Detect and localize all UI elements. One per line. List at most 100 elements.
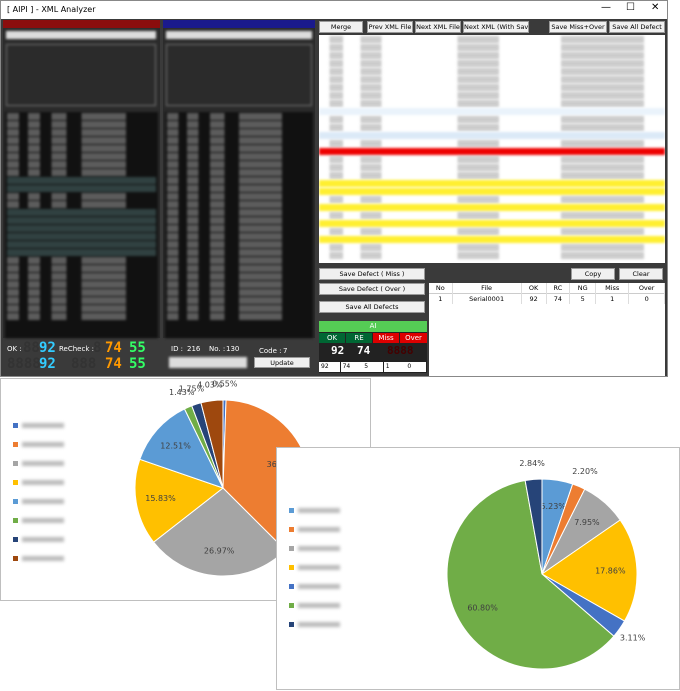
- cell: 74: [546, 293, 571, 304]
- legend-text-blurred: [298, 602, 340, 608]
- ai-re: RE: [346, 333, 372, 343]
- list-button[interactable]: Clear: [619, 268, 663, 280]
- defect-button[interactable]: Save Defect ( Over ): [319, 283, 425, 295]
- grid-row: [319, 116, 665, 123]
- grid-row: [167, 161, 311, 168]
- seg-dim: 88: [23, 340, 40, 356]
- info-box: [6, 44, 156, 106]
- ai-title: AI: [319, 321, 427, 332]
- legend-swatch: [13, 422, 18, 428]
- column-header: No: [429, 283, 453, 294]
- chart-card-2: 5.23% 2.20% 7.95% 17.86% 3.11% 60.80% 2.84%: [276, 447, 680, 690]
- legend-entry: [13, 478, 83, 486]
- legend-text-blurred: [298, 545, 340, 551]
- toolbar-button[interactable]: Merge: [319, 21, 363, 33]
- legend-entry: [289, 525, 359, 533]
- id-value: 216: [187, 345, 201, 353]
- close[interactable]: ✕: [651, 2, 660, 13]
- grid-row: [319, 76, 665, 83]
- grid-row: [319, 108, 665, 115]
- grid-row: [167, 273, 311, 280]
- summary-table: No File OK RC NG Miss Over 1 Serial0001 92 74 5 1 0: [429, 283, 665, 376]
- column-header: File: [452, 283, 522, 294]
- legend-swatch: [289, 526, 294, 532]
- list-button[interactable]: Copy: [571, 268, 615, 280]
- grid-row: [319, 172, 665, 179]
- grid-row: [319, 212, 665, 219]
- legend-text-blurred: [22, 460, 64, 466]
- column-header: OK: [521, 283, 547, 294]
- pie-slice: [541, 519, 638, 622]
- legend-text-blurred: [22, 555, 64, 561]
- data-label: 2.20%: [572, 467, 598, 476]
- grid-row: [319, 100, 665, 107]
- cell: 92: [521, 293, 547, 304]
- grid-row: [167, 177, 311, 184]
- grid-row: [7, 297, 156, 304]
- grid-row: [167, 169, 311, 176]
- file-field: [166, 31, 312, 39]
- ai-field: 92: [319, 362, 340, 372]
- maximize[interactable]: ☐: [626, 2, 635, 13]
- toolbar-button[interactable]: Prev XML File: [367, 21, 413, 33]
- legend-text-blurred: [22, 479, 64, 485]
- grid-row: [319, 228, 665, 235]
- grid-row: [319, 92, 665, 99]
- data-label: 4.03%: [197, 380, 223, 389]
- update-button[interactable]: Update: [254, 357, 310, 368]
- grid-row: [7, 281, 156, 288]
- legend-swatch: [289, 602, 294, 608]
- legend-entry: [289, 582, 359, 590]
- grid-row: [319, 68, 665, 75]
- grid-row: [7, 305, 156, 312]
- dropdown[interactable]: [169, 357, 247, 368]
- data-grid: [165, 112, 313, 338]
- toolbar-button[interactable]: Save All Defect: [609, 21, 665, 33]
- grid-row: [7, 233, 156, 240]
- grid-row: [7, 249, 156, 256]
- grid-row: [7, 129, 156, 136]
- grid-row: [167, 281, 311, 288]
- grid-row: [167, 113, 311, 120]
- grid-row: [167, 145, 311, 152]
- grid-row: [319, 180, 665, 187]
- ai-field: 0: [405, 362, 427, 372]
- grid-row: [7, 145, 156, 152]
- grid-row: [7, 201, 156, 208]
- ai-re-value: 74: [357, 344, 371, 357]
- toolbar-button[interactable]: Next XML File: [415, 21, 461, 33]
- grid-row: [167, 305, 311, 312]
- toolbar-button[interactable]: Save Miss+Over: [549, 21, 607, 33]
- defect-button[interactable]: Save All Defects: [319, 301, 425, 313]
- grid-row: [319, 188, 665, 195]
- toolbar-button[interactable]: Next XML (With Save): [463, 21, 529, 33]
- grid-row: [167, 249, 311, 256]
- legend-entry: [13, 516, 83, 524]
- grid-row: [319, 36, 665, 43]
- data-label: 3.11%: [620, 634, 646, 643]
- legend-entry: [13, 497, 83, 505]
- cell: 1: [595, 293, 630, 304]
- code-label: Code :: [259, 347, 282, 355]
- grid-row: [167, 193, 311, 200]
- pie-slice: [134, 458, 225, 543]
- legend-swatch: [13, 536, 18, 542]
- pie-slice: [524, 478, 543, 575]
- grid-row: [167, 313, 311, 320]
- legend-swatch: [13, 441, 18, 447]
- legend-swatch: [13, 517, 18, 523]
- defect-button[interactable]: Save Defect ( Miss ): [319, 268, 425, 280]
- window-title: [ AIPI ] - XML Analyzer: [7, 5, 96, 14]
- ai-panel: AI OK RE Miss Over 92 74 8888 92 74 5 1 0: [319, 321, 427, 373]
- minimize[interactable]: —: [601, 2, 611, 13]
- data-label: 0.55%: [212, 380, 238, 389]
- grid-row: [7, 313, 156, 320]
- result-grid: [319, 35, 665, 263]
- pie-slice: [200, 399, 224, 489]
- grid-row: [319, 156, 665, 163]
- legend-swatch: [289, 507, 294, 513]
- ai-ok: OK: [319, 333, 345, 343]
- ai-ok-value: 92: [331, 344, 345, 357]
- legend-entry: [289, 563, 359, 571]
